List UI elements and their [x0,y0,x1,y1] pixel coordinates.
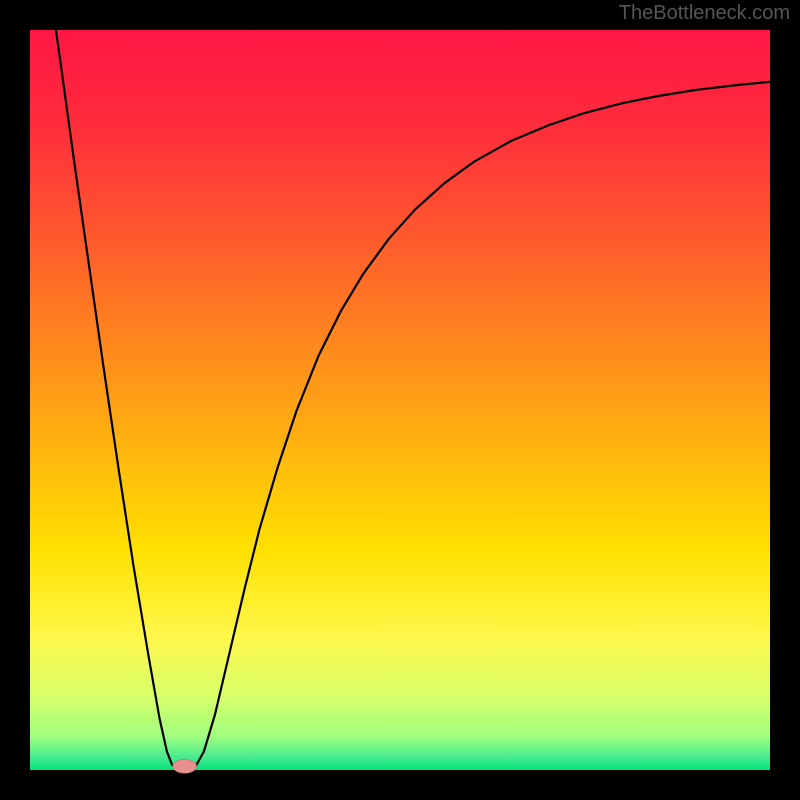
bottleneck-chart [0,0,800,800]
gradient-background [30,30,770,770]
attribution-label: TheBottleneck.com [619,2,790,25]
chart-container: TheBottleneck.com [0,0,800,800]
optimal-marker [173,759,197,773]
